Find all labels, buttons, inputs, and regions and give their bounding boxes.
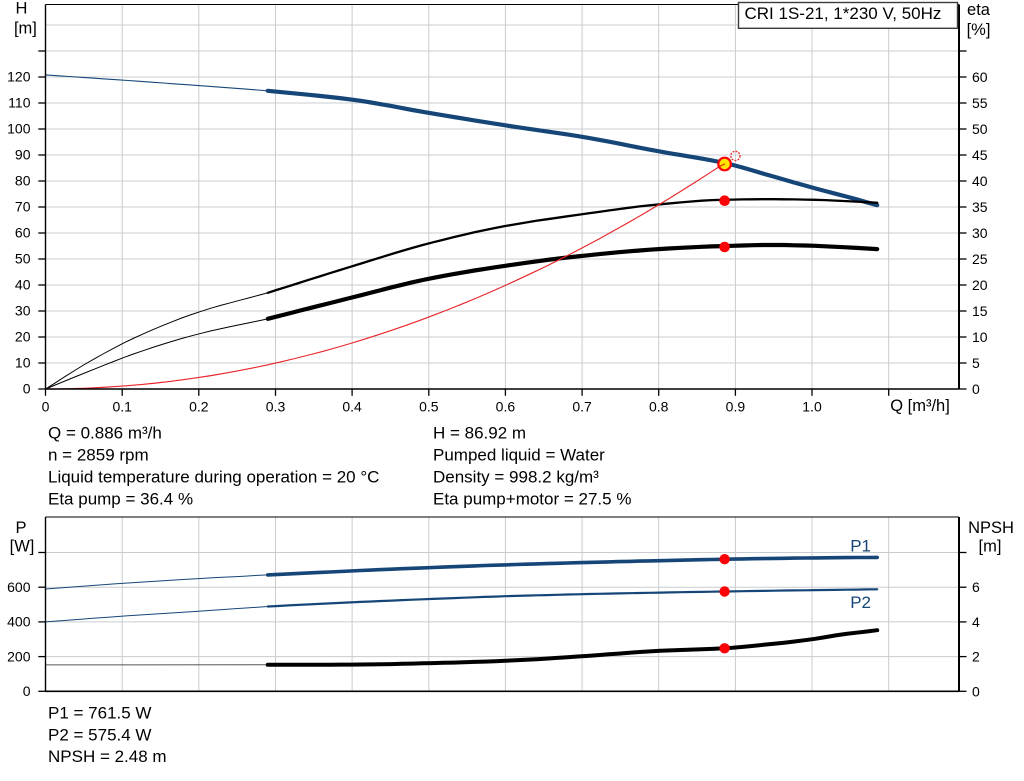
svg-text:40: 40 — [972, 173, 988, 189]
svg-text:Q = 0.886 m³/h: Q = 0.886 m³/h — [48, 424, 162, 443]
svg-text:0: 0 — [972, 381, 980, 397]
svg-text:55: 55 — [972, 95, 988, 111]
svg-text:400: 400 — [7, 614, 31, 630]
svg-text:[m]: [m] — [14, 20, 37, 38]
svg-text:4: 4 — [972, 614, 980, 630]
svg-text:0: 0 — [23, 381, 31, 397]
svg-text:100: 100 — [7, 121, 31, 137]
svg-text:0.3: 0.3 — [266, 399, 286, 415]
svg-text:Liquid temperature during oper: Liquid temperature during operation = 20… — [48, 468, 379, 487]
svg-text:40: 40 — [15, 277, 31, 293]
svg-text:0.2: 0.2 — [189, 399, 209, 415]
svg-text:200: 200 — [7, 648, 31, 664]
svg-text:600: 600 — [7, 579, 31, 595]
svg-text:eta: eta — [967, 1, 991, 19]
svg-text:50: 50 — [972, 121, 988, 137]
svg-text:120: 120 — [7, 69, 31, 85]
svg-text:5: 5 — [972, 355, 980, 371]
svg-text:30: 30 — [972, 225, 988, 241]
svg-text:0.8: 0.8 — [649, 399, 669, 415]
svg-text:[%]: [%] — [967, 21, 991, 39]
svg-text:Density = 998.2 kg/m³: Density = 998.2 kg/m³ — [433, 468, 599, 487]
svg-text:P1: P1 — [850, 537, 871, 556]
svg-text:30: 30 — [15, 303, 31, 319]
svg-text:60: 60 — [972, 69, 988, 85]
svg-text:CRI 1S-21, 1*230 V, 50Hz: CRI 1S-21, 1*230 V, 50Hz — [745, 4, 942, 23]
svg-text:Q [m³/h]: Q [m³/h] — [890, 397, 950, 415]
svg-text:70: 70 — [15, 199, 31, 215]
svg-text:10: 10 — [15, 355, 31, 371]
svg-text:P2: P2 — [850, 593, 871, 612]
svg-text:20: 20 — [15, 329, 31, 345]
svg-text:H = 86.92 m: H = 86.92 m — [433, 424, 526, 443]
svg-text:15: 15 — [972, 303, 988, 319]
svg-text:90: 90 — [15, 147, 31, 163]
svg-text:110: 110 — [8, 95, 31, 111]
svg-text:Eta pump = 36.4 %: Eta pump = 36.4 % — [48, 490, 193, 509]
svg-text:0.7: 0.7 — [572, 399, 592, 415]
svg-text:1.0: 1.0 — [802, 399, 822, 415]
svg-text:Pumped liquid = Water: Pumped liquid = Water — [433, 446, 605, 465]
svg-text:P2 = 575.4 W: P2 = 575.4 W — [48, 725, 151, 744]
svg-text:NPSH = 2.48 m: NPSH = 2.48 m — [48, 747, 167, 766]
svg-text:2: 2 — [972, 649, 980, 665]
svg-text:0.5: 0.5 — [419, 399, 439, 415]
svg-text:0: 0 — [42, 399, 50, 415]
svg-text:60: 60 — [15, 225, 31, 241]
svg-text:0.9: 0.9 — [726, 399, 746, 415]
svg-text:[m]: [m] — [979, 538, 1002, 556]
svg-text:H: H — [16, 0, 28, 18]
svg-text:0.6: 0.6 — [496, 399, 516, 415]
svg-text:0.4: 0.4 — [342, 399, 362, 415]
svg-text:P1 = 761.5 W: P1 = 761.5 W — [48, 704, 151, 723]
svg-text:0: 0 — [23, 683, 31, 699]
svg-text:Eta pump+motor = 27.5 %: Eta pump+motor = 27.5 % — [433, 490, 631, 509]
svg-text:n = 2859 rpm: n = 2859 rpm — [48, 446, 149, 465]
svg-text:20: 20 — [972, 277, 988, 293]
svg-text:35: 35 — [972, 199, 988, 215]
svg-text:6: 6 — [972, 579, 980, 595]
svg-text:25: 25 — [972, 251, 988, 267]
svg-text:10: 10 — [972, 329, 988, 345]
svg-text:[W]: [W] — [10, 538, 35, 556]
svg-text:NPSH: NPSH — [968, 519, 1014, 537]
svg-text:P: P — [15, 519, 26, 537]
svg-text:80: 80 — [15, 173, 31, 189]
svg-text:45: 45 — [972, 147, 988, 163]
svg-text:0.1: 0.1 — [112, 399, 132, 415]
svg-text:50: 50 — [15, 251, 31, 267]
svg-text:0: 0 — [972, 683, 980, 699]
